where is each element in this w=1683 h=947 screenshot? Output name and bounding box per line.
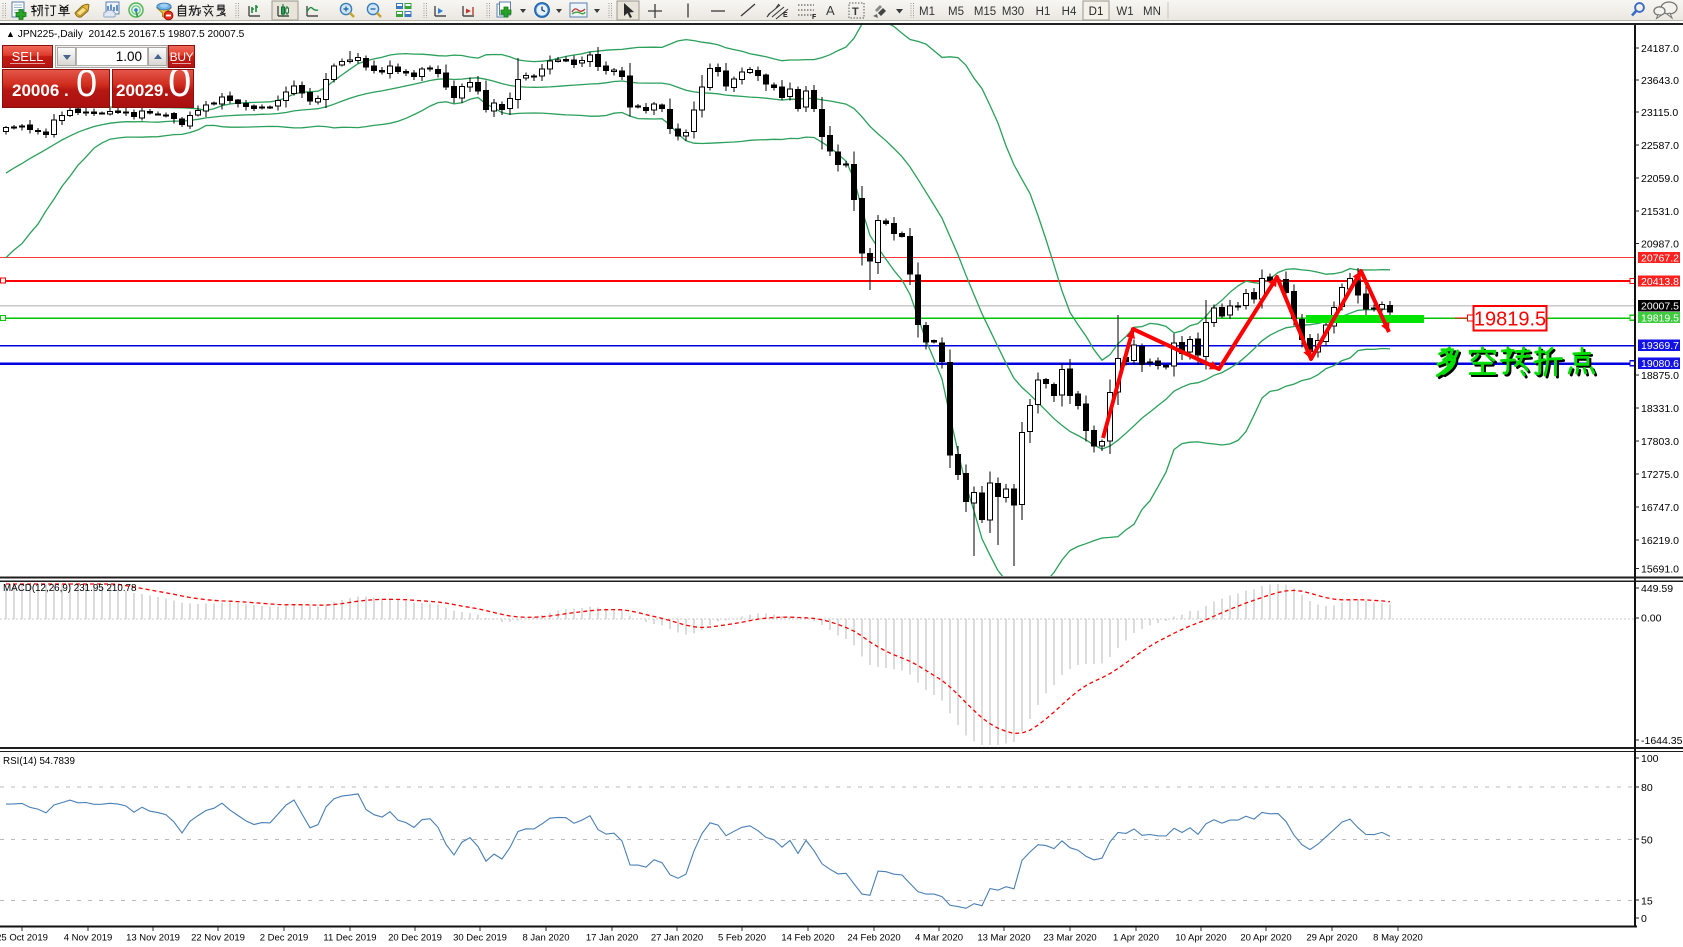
svg-text:0: 0 (1641, 913, 1647, 925)
svg-text:RSI(14) 54.7839: RSI(14) 54.7839 (3, 756, 75, 767)
svg-text:E: E (783, 12, 788, 19)
svg-text:10 Apr 2020: 10 Apr 2020 (1175, 933, 1226, 944)
svg-text:80: 80 (1641, 782, 1653, 794)
svg-text:23115.0: 23115.0 (1641, 107, 1678, 119)
svg-text:D1: D1 (1089, 6, 1104, 18)
svg-text:17803.0: 17803.0 (1641, 436, 1679, 448)
svg-text:20007.5: 20007.5 (1641, 301, 1679, 313)
svg-text:4 Mar 2020: 4 Mar 2020 (915, 933, 963, 944)
svg-text:19819.5: 19819.5 (1474, 309, 1546, 331)
svg-text:20413.8: 20413.8 (1641, 276, 1679, 288)
svg-text:20 Apr 2020: 20 Apr 2020 (1240, 933, 1291, 944)
svg-text:15: 15 (1641, 895, 1653, 907)
svg-text:30 Dec 2019: 30 Dec 2019 (453, 933, 507, 944)
svg-text:H4: H4 (1062, 6, 1077, 18)
svg-text:A: A (826, 3, 835, 18)
svg-text:0.00: 0.00 (1641, 613, 1662, 625)
svg-text:13 Mar 2020: 13 Mar 2020 (977, 933, 1030, 944)
svg-text:16747.0: 16747.0 (1641, 502, 1679, 514)
svg-text:100: 100 (1641, 753, 1659, 765)
svg-text:449.59: 449.59 (1641, 583, 1673, 595)
svg-text:1 Apr 2020: 1 Apr 2020 (1113, 933, 1159, 944)
svg-text:M30: M30 (1002, 6, 1024, 18)
svg-text:20987.0: 20987.0 (1641, 239, 1679, 251)
svg-text:M1: M1 (919, 6, 935, 18)
svg-text:13 Nov 2019: 13 Nov 2019 (126, 933, 180, 944)
svg-text:17 Jan 2020: 17 Jan 2020 (586, 933, 638, 944)
svg-text:W1: W1 (1116, 6, 1133, 18)
svg-text:20 Dec 2019: 20 Dec 2019 (388, 933, 442, 944)
svg-text:19369.7: 19369.7 (1641, 340, 1679, 352)
svg-text:15691.0: 15691.0 (1641, 564, 1679, 576)
svg-text:14 Feb 2020: 14 Feb 2020 (781, 933, 834, 944)
svg-text:H1: H1 (1036, 6, 1051, 18)
svg-text:25 Oct 2019: 25 Oct 2019 (0, 933, 48, 944)
svg-text:23643.0: 23643.0 (1641, 75, 1679, 87)
svg-text:4 Nov 2019: 4 Nov 2019 (64, 933, 113, 944)
svg-text:24187.0: 24187.0 (1641, 43, 1679, 55)
svg-text:19080.6: 19080.6 (1641, 358, 1679, 370)
svg-text:8 Jan 2020: 8 Jan 2020 (522, 933, 569, 944)
svg-text:F: F (812, 14, 817, 21)
svg-text:22587.0: 22587.0 (1641, 140, 1679, 152)
svg-text:17275.0: 17275.0 (1641, 469, 1679, 481)
svg-text:19819.5: 19819.5 (1641, 313, 1679, 325)
svg-text:18331.0: 18331.0 (1641, 403, 1679, 415)
svg-text:M5: M5 (948, 6, 964, 18)
svg-text:-1644.35: -1644.35 (1641, 735, 1683, 747)
svg-text:M15: M15 (974, 6, 996, 18)
svg-text:18875.0: 18875.0 (1641, 370, 1679, 382)
svg-text:22 Nov 2019: 22 Nov 2019 (191, 933, 245, 944)
svg-text:20767.2: 20767.2 (1641, 252, 1679, 264)
svg-text:MN: MN (1143, 6, 1161, 18)
svg-text:16219.0: 16219.0 (1641, 535, 1679, 547)
svg-text:23 Mar 2020: 23 Mar 2020 (1043, 933, 1096, 944)
svg-text:2 Dec 2019: 2 Dec 2019 (260, 933, 309, 944)
svg-text:29 Apr 2020: 29 Apr 2020 (1306, 933, 1357, 944)
svg-text:5 Feb 2020: 5 Feb 2020 (718, 933, 766, 944)
svg-text:T: T (852, 6, 859, 18)
svg-text:24 Feb 2020: 24 Feb 2020 (847, 933, 900, 944)
svg-text:27 Jan 2020: 27 Jan 2020 (651, 933, 703, 944)
svg-text:22059.0: 22059.0 (1641, 173, 1679, 185)
svg-text:50: 50 (1641, 834, 1653, 846)
svg-text:11 Dec 2019: 11 Dec 2019 (323, 933, 376, 944)
svg-text:8 May 2020: 8 May 2020 (1373, 933, 1423, 944)
svg-text:21531.0: 21531.0 (1641, 206, 1679, 218)
svg-text:MACD(12,26,9) 231.95 210.78: MACD(12,26,9) 231.95 210.78 (3, 583, 137, 594)
